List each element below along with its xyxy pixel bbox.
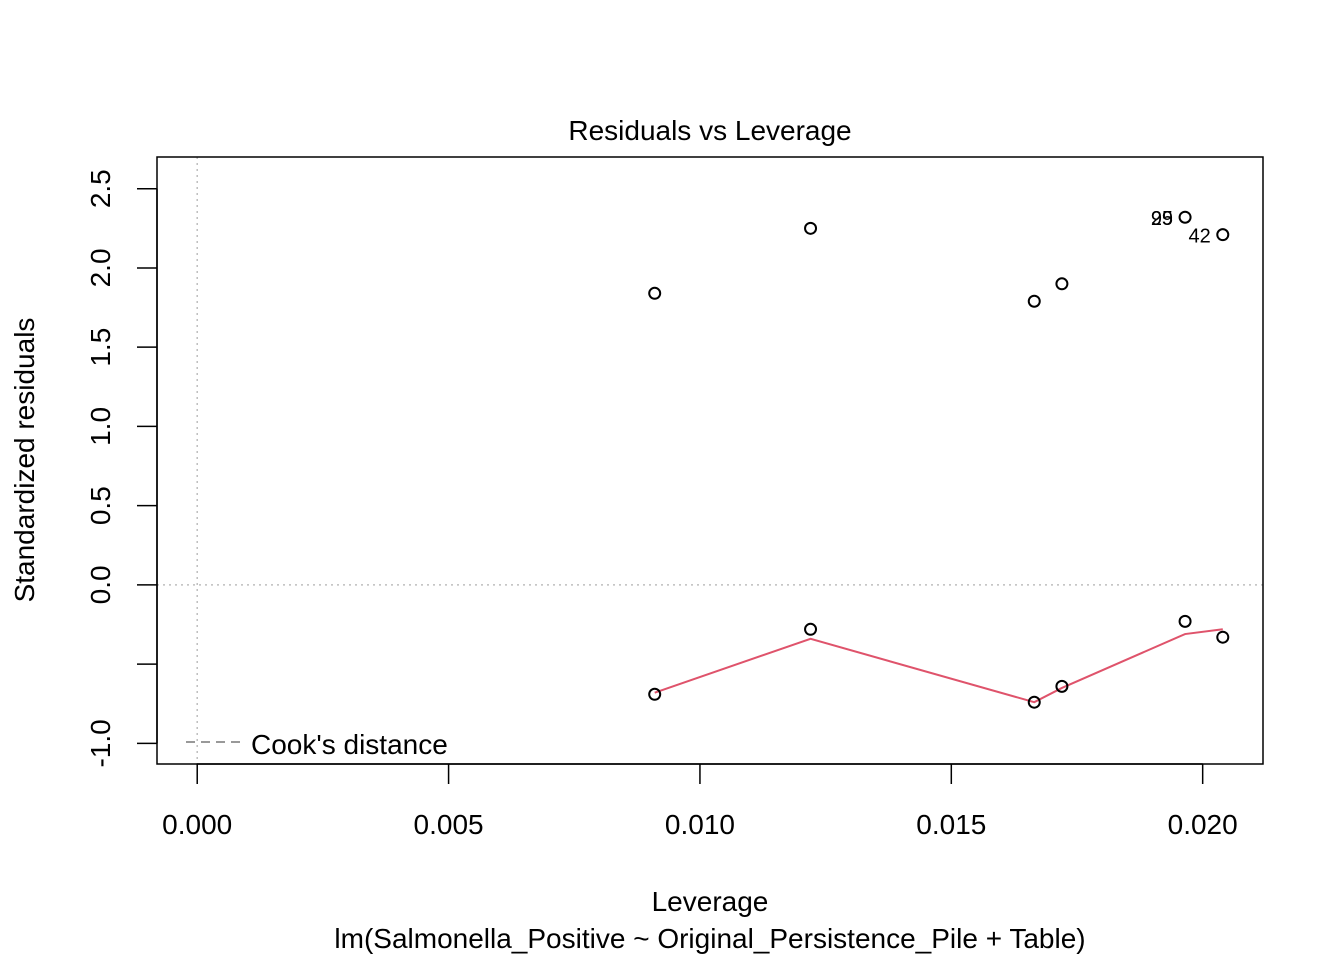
y-tick-label: -1.0 [85,719,116,767]
x-tick-label: 0.005 [414,809,484,840]
legend: Cook's distance [186,729,448,760]
model-formula-subtitle: lm(Salmonella_Positive ~ Original_Persis… [334,923,1085,954]
y-tick-label: 0.0 [85,565,116,604]
x-axis-label: Leverage [652,886,769,917]
legend-cooks-distance-label: Cook's distance [251,729,448,760]
data-point [648,687,662,701]
y-axis: -1.0 0.0 0.5 1.0 1.5 2.0 2.5 [85,169,158,768]
reference-lines [157,157,1263,764]
points-layer [648,210,1230,709]
data-point [1027,695,1041,709]
smooth-layer [654,628,1223,704]
data-point [1055,277,1069,291]
chart-title: Residuals vs Leverage [568,115,851,146]
data-point [1178,210,1192,224]
data-point [1027,294,1041,308]
y-axis-label: Standardized residuals [9,318,40,603]
data-point [1216,630,1230,644]
x-axis: 0.000 0.005 0.010 0.015 0.020 [162,763,1238,840]
y-tick-label: 0.5 [85,486,116,525]
y-tick-label: 1.5 [85,328,116,367]
data-point [1178,614,1192,628]
data-point [648,286,662,300]
x-tick-label: 0.015 [916,809,986,840]
data-point [1055,679,1069,693]
data-point [804,622,818,636]
y-tick-label: 1.0 [85,407,116,446]
point-label: 42 [1189,226,1211,248]
data-point [1216,228,1230,242]
point-label: 95 [1151,208,1173,230]
x-tick-label: 0.020 [1168,809,1238,840]
point-label: 29 [1151,208,1173,230]
x-tick-label: 0.000 [162,809,232,840]
y-tick-label: 2.5 [85,169,116,208]
x-tick-label: 0.010 [665,809,735,840]
y-tick-label: 2.0 [85,248,116,287]
smooth-line [654,628,1223,704]
data-point [804,221,818,235]
